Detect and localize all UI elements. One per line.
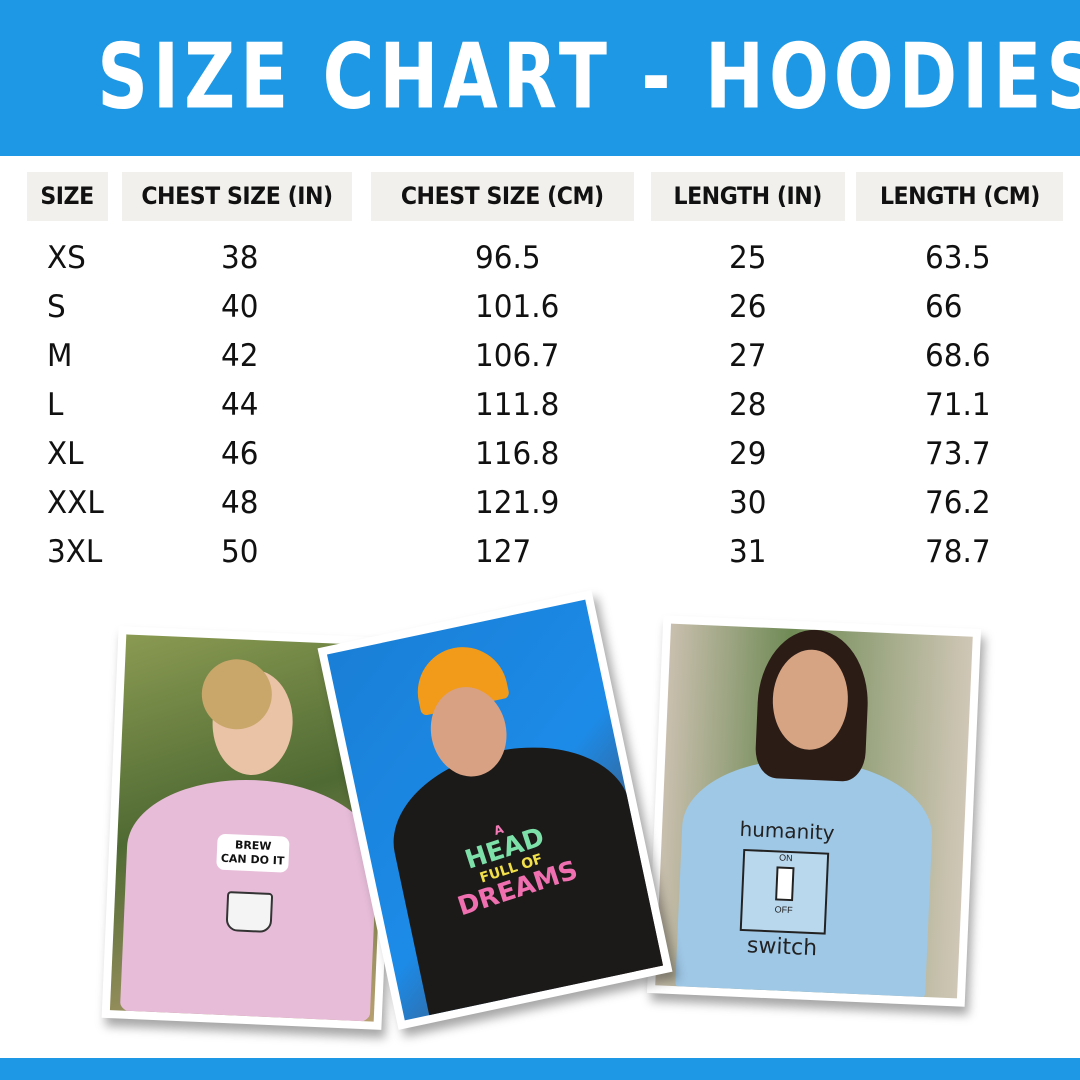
table-cell: 50 (221, 534, 259, 570)
table-cell: 96.5 (475, 240, 541, 276)
print-line: OFF (774, 904, 793, 916)
header-chest-cm: CHEST SIZE (CM) (371, 172, 634, 221)
table-cell: 29 (729, 436, 767, 472)
table-cell: 46 (221, 436, 259, 472)
header-size: SIZE (27, 172, 108, 221)
table-cell: 76.2 (925, 485, 991, 521)
table-cell: 42 (221, 338, 259, 374)
header-length-cm: LENGTH (CM) (856, 172, 1063, 221)
table-cell: 28 (729, 387, 767, 423)
table-cell: XL (47, 436, 84, 472)
table-cell: M (47, 338, 73, 374)
header-banner: SIZE CHART - HOODIES (0, 0, 1080, 156)
table-cell: S (47, 289, 66, 325)
table-cell: 31 (729, 534, 767, 570)
table-cell: 25 (729, 240, 767, 276)
light-switch-icon: ON OFF (739, 848, 830, 935)
footer-bar (0, 1058, 1080, 1080)
table-cell: 44 (221, 387, 259, 423)
table-cell: 48 (221, 485, 259, 521)
table-cell: 40 (221, 289, 259, 325)
table-cell: XS (47, 240, 86, 276)
table-cell: 63.5 (925, 240, 991, 276)
print-line: humanity (739, 816, 836, 845)
table-cell: 73.7 (925, 436, 991, 472)
table-cell: 3XL (47, 534, 103, 570)
table-cell: 116.8 (475, 436, 560, 472)
print-line: switch (746, 933, 818, 962)
photo-blue-hoodie: humanity ON OFF switch (646, 615, 982, 1007)
header-chest-in: CHEST SIZE (IN) (122, 172, 352, 221)
table-cell: 78.7 (925, 534, 991, 570)
table-cell: 106.7 (475, 338, 560, 374)
page-title: SIZE CHART - HOODIES (97, 24, 1080, 130)
mug-icon (225, 891, 274, 934)
table-cell: 127 (475, 534, 532, 570)
table-cell: 68.6 (925, 338, 991, 374)
table-cell: XXL (47, 485, 104, 521)
header-length-in: LENGTH (IN) (651, 172, 845, 221)
table-cell: 66 (925, 289, 963, 325)
table-cell: 27 (729, 338, 767, 374)
table-cell: 71.1 (925, 387, 991, 423)
table-cell: 121.9 (475, 485, 560, 521)
table-cell: 30 (729, 485, 767, 521)
table-cell: 26 (729, 289, 767, 325)
print-line: CAN DO IT (220, 851, 285, 868)
print-line: ON (778, 852, 793, 864)
table-cell: L (47, 387, 64, 423)
table-cell: 38 (221, 240, 259, 276)
table-cell: 111.8 (475, 387, 560, 423)
table-cell: 101.6 (475, 289, 560, 325)
